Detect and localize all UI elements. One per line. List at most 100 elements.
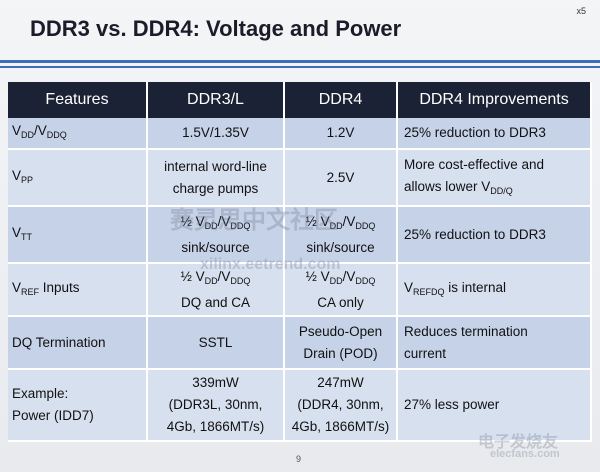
text: More cost-effective and — [404, 156, 545, 172]
cell-line: 1.2V — [327, 122, 355, 144]
text: Example: — [12, 386, 69, 401]
subscript: DD — [204, 220, 218, 231]
cell: 1.5V/1.35V — [148, 118, 285, 150]
cell: ½ VDD/VDDQ CA only — [285, 264, 398, 317]
text: CA only — [317, 294, 364, 310]
text: 4Gb, 1866MT/s) — [291, 419, 390, 434]
text: 25% reduction to DDR3 — [404, 125, 546, 140]
text: (DDR4, 30nm, — [297, 397, 384, 412]
cell-line: sink/source — [306, 237, 374, 259]
subscript: TT — [21, 231, 33, 242]
text: V — [12, 123, 22, 138]
text: ½ V — [305, 268, 330, 284]
text: allows lower V — [404, 178, 491, 194]
text: (DDR3L, 30nm, — [168, 397, 263, 412]
slide-mark: x5 — [576, 6, 586, 16]
text: 1.2V — [326, 125, 355, 140]
header-cell: DDR4 — [285, 82, 398, 118]
text: 4Gb, 1866MT/s) — [166, 419, 265, 434]
text: 27% less power — [404, 397, 500, 412]
cell: 247mW (DDR4, 30nm, 4Gb, 1866MT/s) — [285, 370, 398, 442]
cell-line: (DDR3L, 30nm, — [169, 394, 263, 416]
cell: ½ VDD/VDDQ sink/source — [285, 207, 398, 264]
table: Features DDR3/L DDR4 DDR4 Improvements VDD/V… — [8, 82, 592, 442]
text: DQ Termination — [12, 334, 106, 350]
text: V — [12, 224, 22, 240]
subscript: DD — [329, 220, 343, 231]
subscript: DD/Q — [490, 185, 513, 196]
cell: Pseudo-Open Drain (POD) — [285, 317, 398, 370]
text: is internal — [444, 279, 507, 295]
cell: ½ VDD/VDDQ DQ and CA — [148, 264, 285, 317]
text: sink/source — [306, 239, 375, 255]
subscript: DDQ — [355, 220, 376, 231]
text: /V — [342, 213, 356, 229]
cell-line: VREFDQ is internal — [404, 277, 584, 303]
rule — [0, 60, 600, 63]
header-cell: DDR4 Improvements — [398, 82, 592, 118]
cell: ½ VDD/VDDQ sink/source — [148, 207, 285, 264]
subscript: DD — [329, 275, 343, 286]
watermark: 赛灵思中文社区 — [170, 207, 338, 234]
cell-line: More cost-effective and — [404, 154, 584, 176]
subscript: PP — [21, 174, 34, 185]
text: Reduces termination — [404, 323, 528, 339]
cell-line: DQ and CA — [181, 292, 250, 314]
cell: VREF Inputs — [8, 264, 148, 317]
subscript: DD — [204, 275, 218, 286]
cell-line: ½ VDD/VDDQ — [181, 266, 251, 292]
cell: 27% less power — [398, 370, 592, 442]
subscript: DDQ — [230, 220, 251, 231]
cell-line: Reduces termination — [404, 321, 584, 343]
cell-line: VDD/VDDQ — [12, 120, 140, 146]
cell-line: 27% less power — [404, 394, 584, 416]
cell-line: VREF Inputs — [12, 277, 140, 303]
text: /V — [342, 268, 356, 284]
text: /V — [217, 268, 231, 284]
cell-line: internal word-line — [164, 156, 267, 178]
watermark: xilinx.eetrend.com — [200, 256, 341, 273]
text: Power (IDD7) — [12, 408, 94, 423]
page-number: 9 — [296, 454, 302, 464]
cell-line: allows lower VDD/Q — [404, 176, 584, 202]
text: sink/source — [181, 239, 250, 255]
text: ½ V — [305, 213, 330, 229]
text: 25% reduction to DDR3 — [404, 226, 546, 242]
cell-line: ½ VDD/VDDQ — [181, 211, 251, 237]
text: current — [404, 345, 447, 361]
cell-line: VTT — [12, 222, 140, 248]
text: Inputs — [39, 279, 80, 295]
cell-line: Drain (POD) — [303, 343, 377, 365]
cell-line: ½ VDD/VDDQ — [306, 266, 376, 292]
rule — [0, 66, 600, 68]
cell: 339mW (DDR3L, 30nm, 4Gb, 1866MT/s) — [148, 370, 285, 442]
cell-line: Power (IDD7) — [12, 405, 140, 427]
cell-line: charge pumps — [173, 178, 259, 200]
cell-line: 247mW — [317, 372, 364, 394]
text: 247mW — [317, 375, 364, 390]
subscript: DDQ — [355, 275, 376, 286]
cell-line: SSTL — [199, 332, 233, 354]
cell-line: 25% reduction to DDR3 — [404, 122, 584, 144]
cell: SSTL — [148, 317, 285, 370]
cell-line: Pseudo-Open — [299, 321, 382, 343]
cell-line: VPP — [12, 165, 140, 191]
cell-line: 339mW — [192, 372, 239, 394]
text: 2.5V — [326, 169, 355, 185]
cell: Example: Power (IDD7) — [8, 370, 148, 442]
cell-line: 2.5V — [327, 167, 355, 189]
text: 1.5V/1.35V — [182, 125, 249, 140]
text: DQ and CA — [180, 294, 251, 310]
text: Pseudo-Open — [298, 323, 383, 339]
subscript: DD — [21, 130, 35, 140]
cell-line: ½ VDD/VDDQ — [306, 211, 376, 237]
cell-line: 25% reduction to DDR3 — [404, 224, 584, 246]
subscript: DDQ — [230, 275, 251, 286]
subscript: REF — [21, 286, 40, 297]
cell: 1.2V — [285, 118, 398, 150]
cell: VPP — [8, 150, 148, 207]
cell: 25% reduction to DDR3 — [398, 118, 592, 150]
cell: 25% reduction to DDR3 — [398, 207, 592, 264]
text: /V — [217, 213, 231, 229]
